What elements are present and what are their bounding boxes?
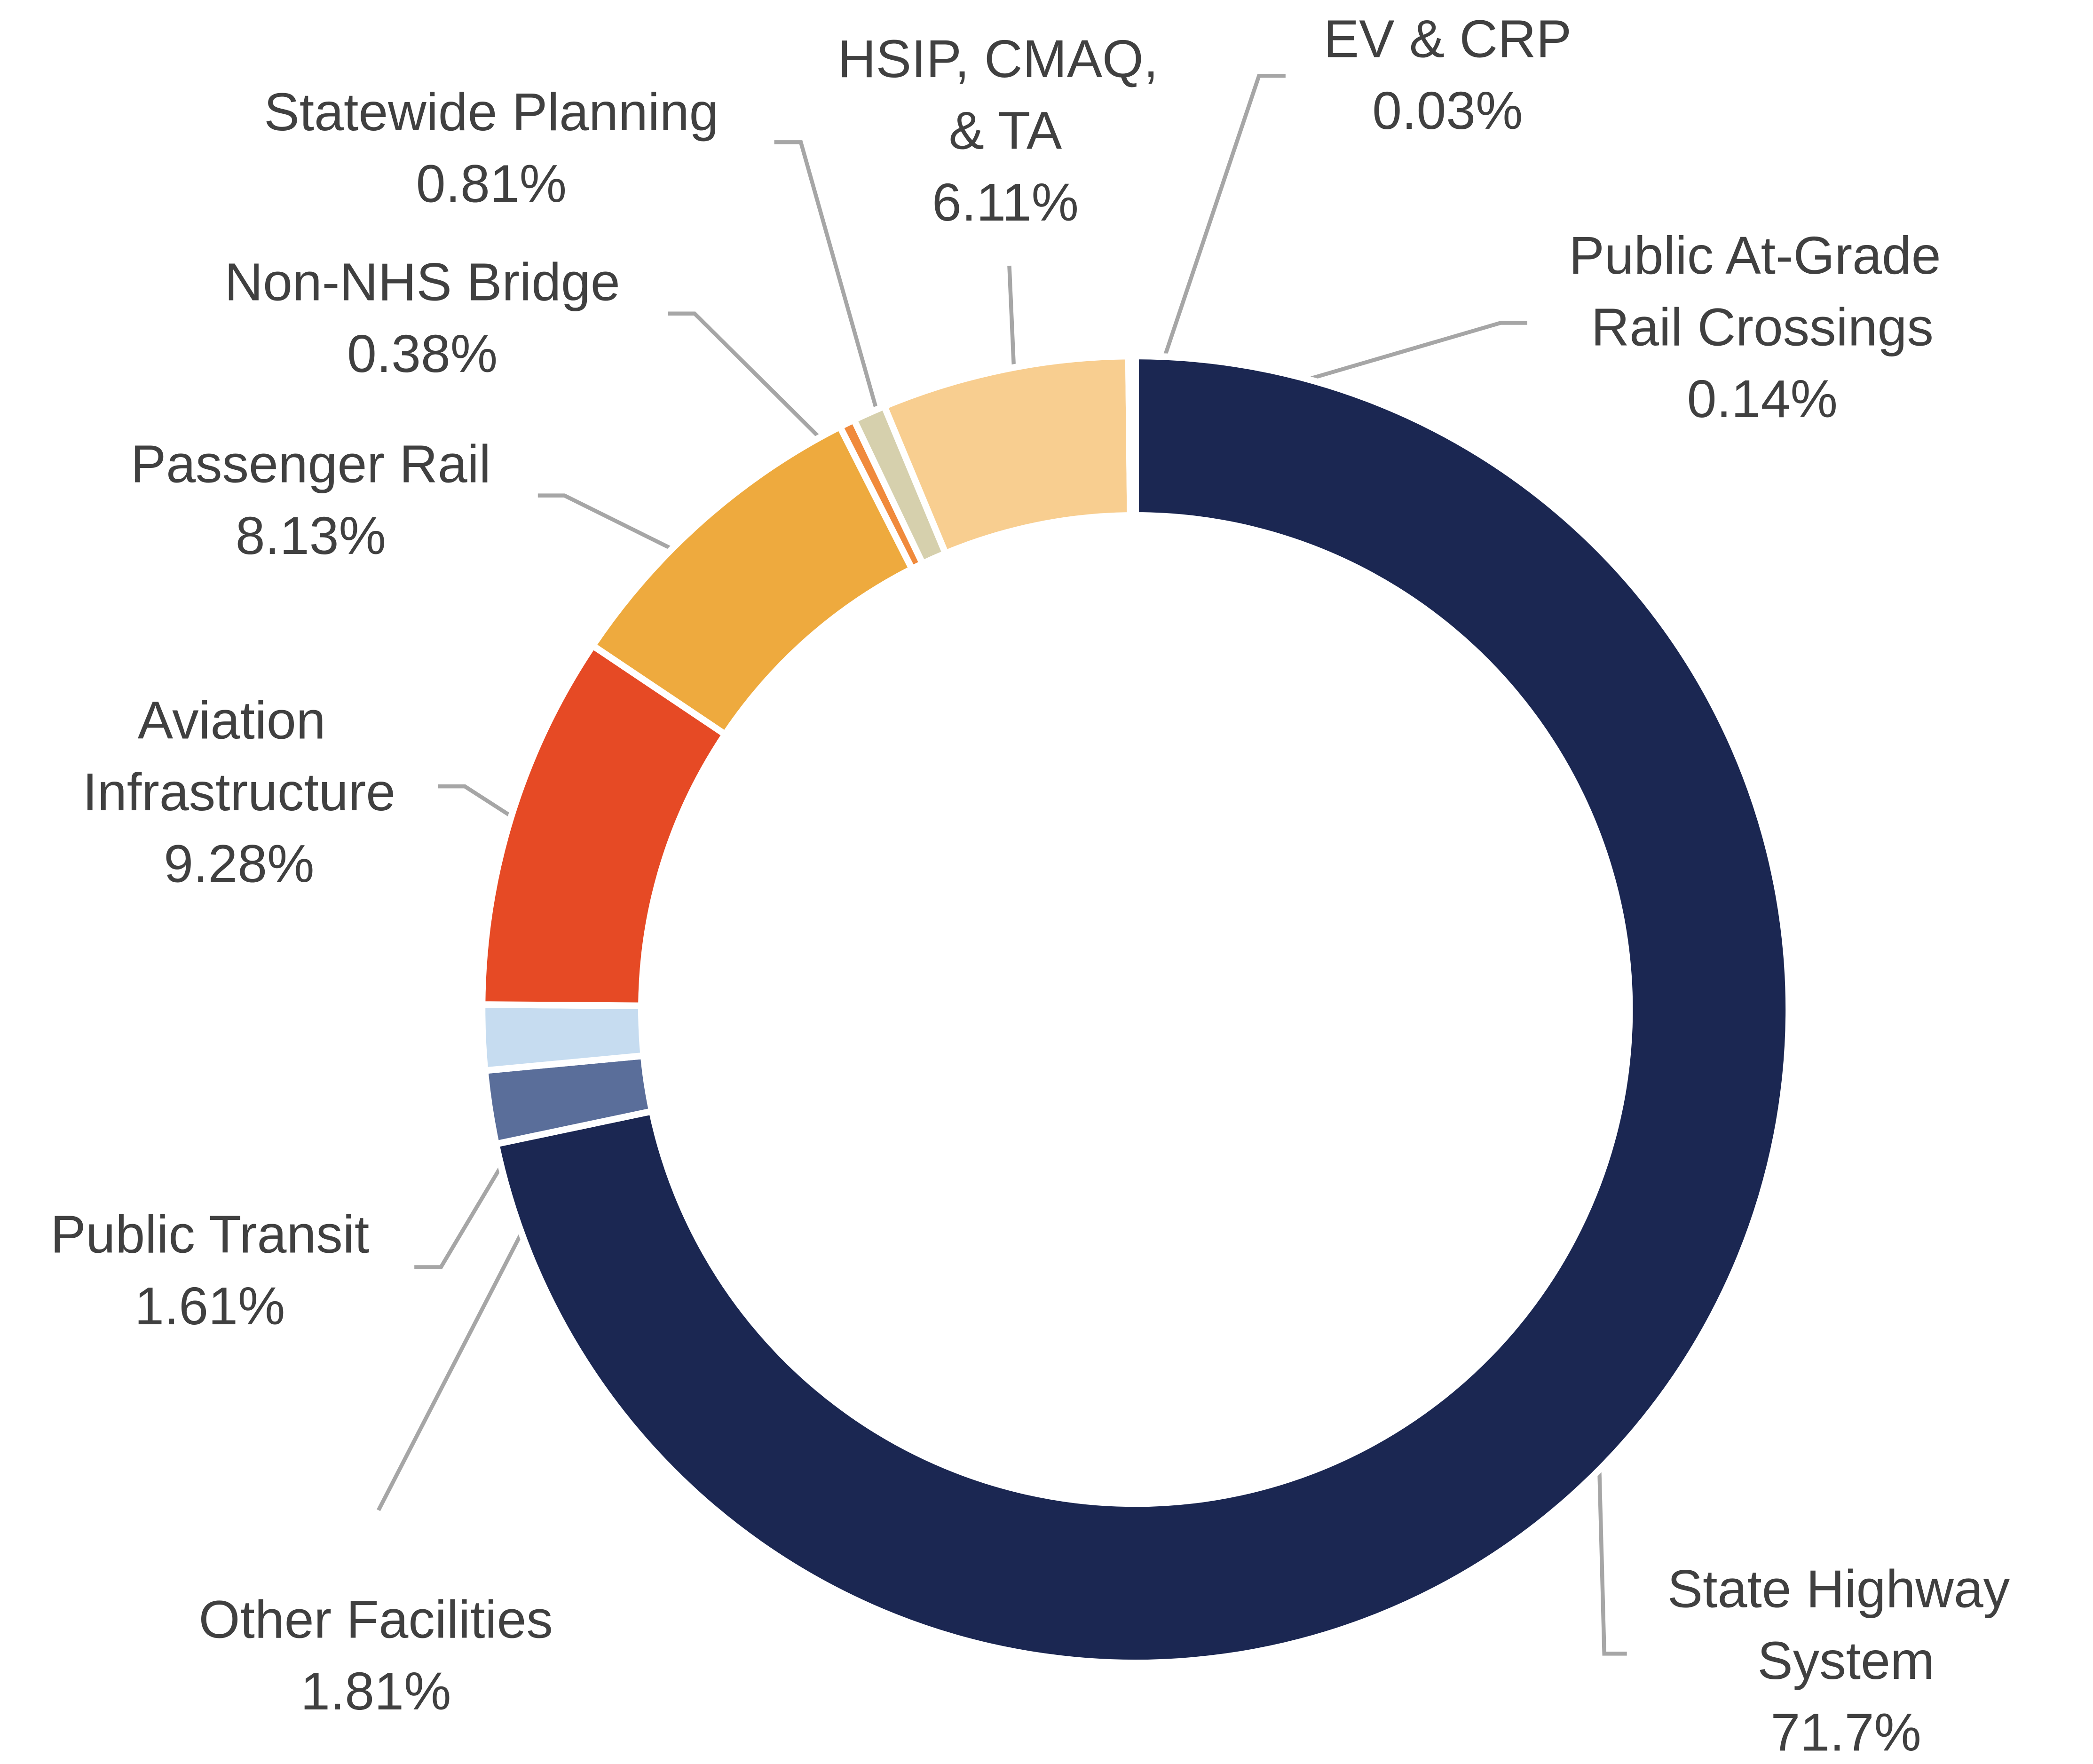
donut-slice (492, 353, 1793, 1667)
slice-label: Aviation Infrastructure (83, 690, 395, 822)
leader-line (774, 140, 900, 486)
slice-label: Non-NHS Bridge (225, 252, 620, 311)
slice-label: Passenger Rail (131, 434, 491, 493)
slice-label: Statewide Planning (264, 82, 719, 142)
slice-label: Other Facilities (199, 1590, 553, 1649)
value-label: 1.81% (300, 1661, 451, 1721)
slice-label: Public At-Grade Rail Crossings (1569, 226, 1956, 357)
slice-label: State Highway System (1667, 1559, 2025, 1691)
value-label: 0.38% (347, 324, 498, 383)
slices (479, 353, 1793, 1667)
donut-slice (479, 1001, 648, 1075)
leader-line (1137, 73, 1286, 433)
value-label: 6.11% (932, 173, 1079, 232)
donut-slice (1126, 353, 1139, 519)
value-label: 1.61% (134, 1276, 285, 1336)
slice-label: Public Transit (50, 1204, 369, 1264)
value-label: 0.14% (1687, 369, 1838, 428)
value-label: 8.13% (236, 506, 386, 565)
slice-label: EV & CRP (1324, 9, 1572, 69)
value-label: 0.03% (1372, 81, 1523, 140)
slice-label: HSIP, CMAQ, & TA (837, 29, 1173, 160)
value-label: 71.7% (1771, 1703, 1921, 1762)
value-label: 0.81% (416, 154, 567, 213)
value-label: 9.28% (164, 834, 314, 893)
